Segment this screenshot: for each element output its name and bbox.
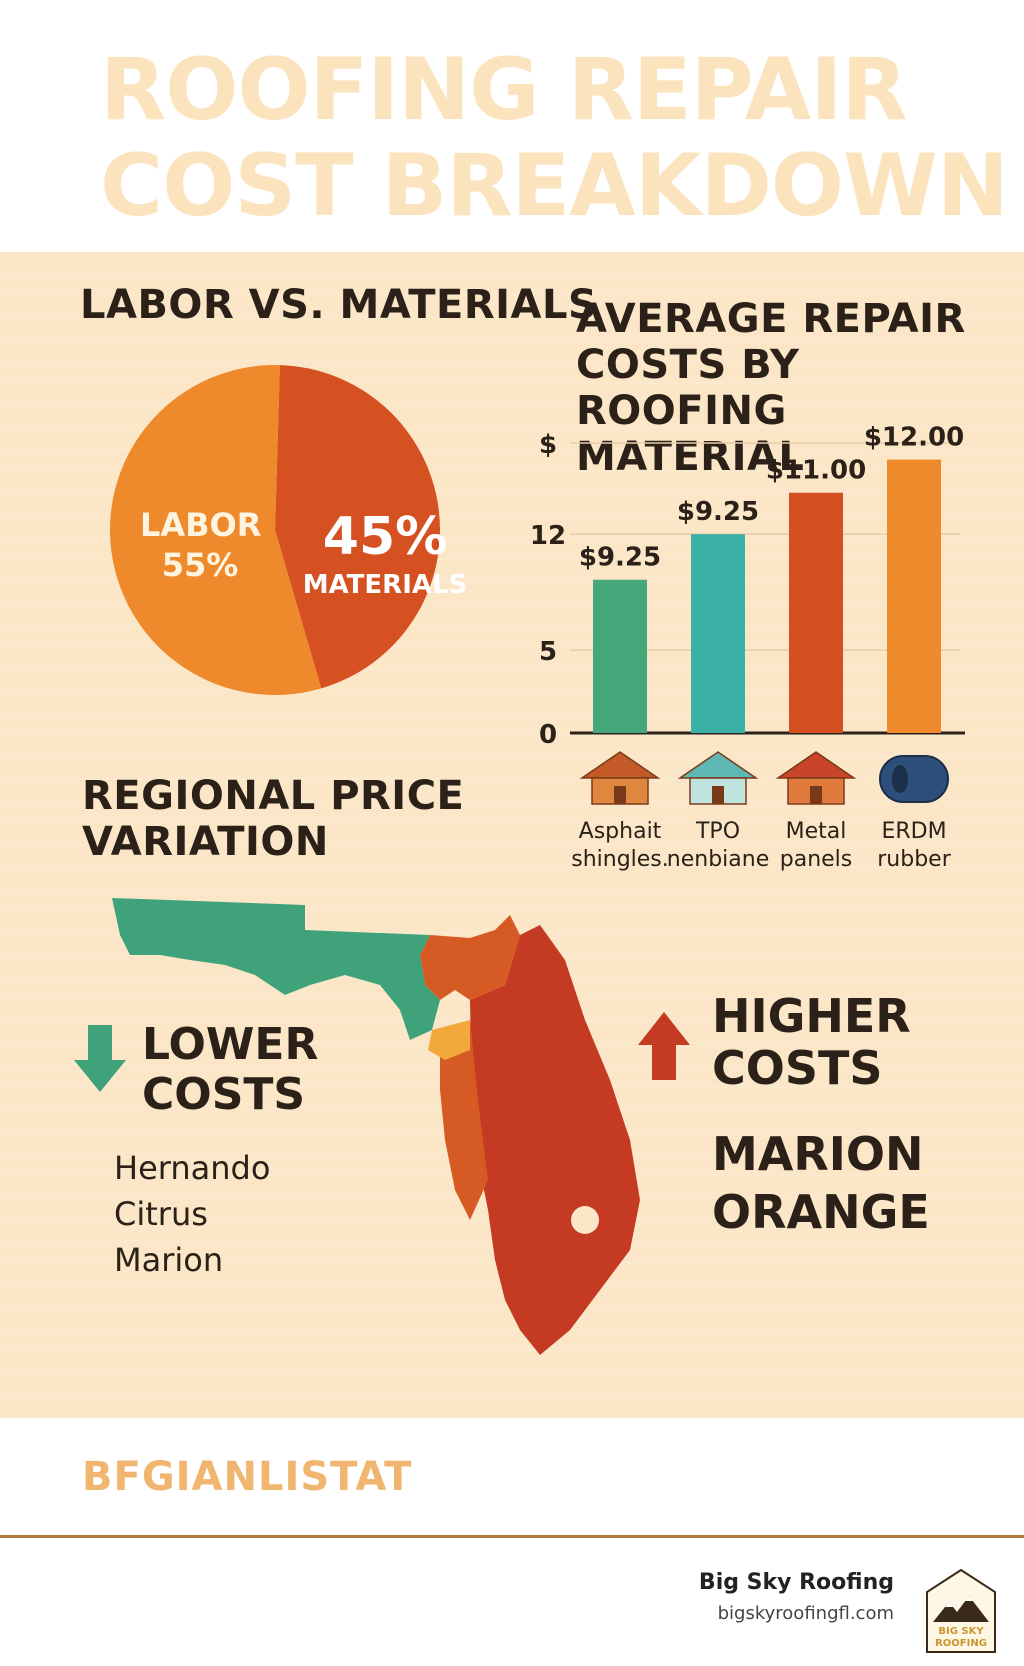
y-axis-unit-label: $: [539, 430, 557, 460]
house-metal-icon: [775, 751, 857, 805]
brand-name: Big Sky Roofing: [698, 1570, 894, 1595]
avg-repair-costs-heading: AVERAGE REPAIR COSTS BY ROOFING MATERIAL: [576, 296, 966, 480]
big-sky-roofing-logo: BIG SKY ROOFING: [926, 1568, 996, 1653]
bar: [593, 579, 647, 733]
y-tick-label: 12: [530, 521, 566, 551]
lower-costs-label: LOWER COSTS: [142, 1019, 319, 1120]
house-tpo-icon: [677, 751, 759, 805]
watermark-text: BFGIANLISTAT: [82, 1454, 413, 1500]
pie-slice-labor: [109, 364, 322, 696]
pie-materials-pct: 45%: [322, 507, 448, 567]
higher-costs-label: HIGHER COSTS: [712, 989, 911, 1095]
regional-price-heading: REGIONAL PRICE VARIATION: [82, 773, 465, 865]
bar: [691, 534, 745, 733]
x-category-label: shingles.: [571, 847, 669, 872]
county-item: Hernando: [114, 1149, 271, 1187]
bar-data-label: $9.25: [677, 497, 759, 527]
svg-text:BIG SKY: BIG SKY: [938, 1626, 984, 1637]
y-tick-label: 0: [539, 720, 557, 750]
footer-divider: [0, 1535, 1024, 1538]
x-category-label: TPO: [695, 819, 740, 844]
rubber-roll-icon: [879, 755, 949, 803]
pie-materials-label: MATERIALS: [302, 570, 468, 600]
florida-mid-cost-region: [420, 915, 520, 1220]
higher-costs-arrow-icon: [638, 1012, 690, 1080]
x-category-label: Asphait: [579, 819, 662, 844]
pie-labor-pct: 55%: [161, 546, 239, 584]
house-asphalt-icon: [579, 751, 661, 805]
brand-url[interactable]: bigskyroofingfl.com: [717, 1603, 894, 1624]
infographic-title: ROOFING REPAIR COST BREAKDOWN: [100, 40, 1009, 236]
bar-data-label: $12.00: [864, 423, 964, 453]
x-category-label: nenbiane: [667, 847, 769, 872]
y-tick-label: 5: [539, 637, 557, 667]
florida-accent-region: [428, 1020, 470, 1060]
lake-okeechobee: [571, 1206, 599, 1234]
florida-lower-cost-region: [112, 898, 440, 1040]
labor-vs-materials-heading: LABOR VS. MATERIALS: [80, 282, 598, 328]
pie-slice-materials: [275, 365, 440, 689]
bar: [789, 492, 843, 733]
svg-text:ROOFING: ROOFING: [935, 1638, 987, 1649]
county-item: Citrus: [114, 1195, 208, 1233]
higher-costs-county-list: MARION ORANGE: [712, 1127, 930, 1239]
bar-data-label: $11.00: [766, 456, 866, 486]
bar: [887, 459, 941, 733]
lower-costs-arrow-icon: [74, 1025, 126, 1092]
x-category-label: ERDM: [881, 819, 946, 844]
x-category-label: Metal: [786, 819, 847, 844]
brand-block: Big Sky Roofing bigskyroofingfl.com: [699, 1570, 894, 1624]
florida-high-cost-region: [470, 925, 640, 1355]
pie-labor-label: LABOR: [140, 506, 262, 544]
county-item: Marion: [114, 1241, 224, 1279]
bar-data-label: $9.25: [579, 543, 661, 573]
lower-costs-county-list: Hernando Citrus Marion: [114, 1145, 270, 1283]
x-category-label: panels: [780, 847, 853, 872]
x-category-label: rubber: [877, 847, 951, 872]
